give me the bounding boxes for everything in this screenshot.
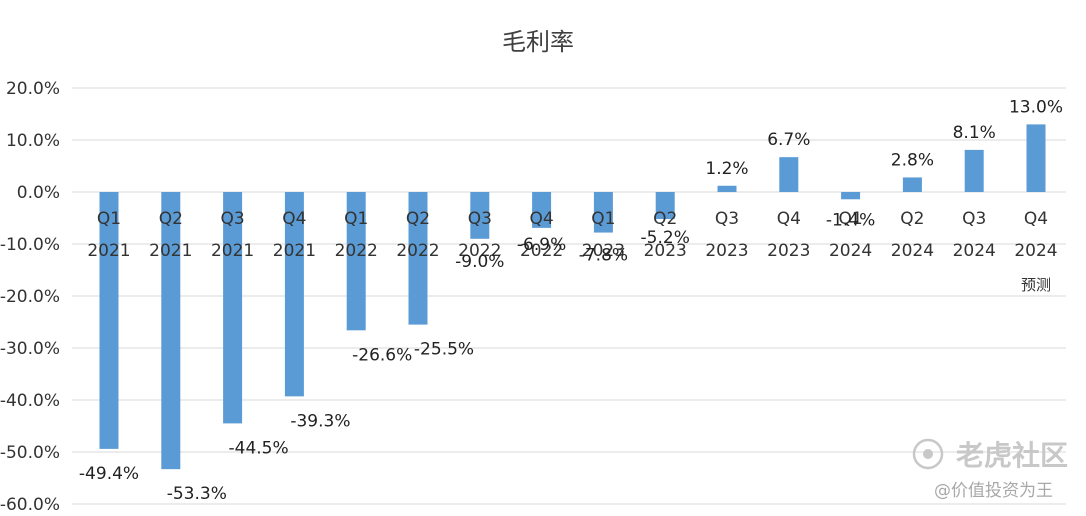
x-tick-label-year: 2024 [953,241,996,261]
y-axis: 20.0% 10.0% 0.0% -10.0% -20.0% -30.0% -40.0% -5… [0,79,60,515]
data-label: 13.0% [1009,97,1063,117]
bar [1026,124,1046,192]
data-label: -26.6% [352,345,412,365]
x-tick-label-quarter: Q1 [591,209,615,229]
bar [284,192,304,397]
x-tick-label-quarter: Q1 [97,209,121,229]
y-tick-label: 0.0% [17,183,60,203]
data-label: -49.4% [79,464,139,484]
bar [779,157,799,192]
watermark-handle: @价值投资为王 [934,481,1053,501]
x-tick-label-year: 2023 [582,241,625,261]
tiger-logo-icon [912,438,944,470]
x-tick-label-year: 2024 [891,241,934,261]
bar [346,192,366,331]
bar [470,192,490,239]
x-tick-label-quarter: Q4 [282,209,306,229]
bar [223,192,243,424]
bar [99,192,119,449]
bar [161,192,181,470]
x-tick-label-year: 2021 [149,241,192,261]
bar [655,192,675,220]
data-label: -5.2% [641,228,690,248]
data-label: -53.3% [167,484,227,504]
x-tick-label-quarter: Q1 [838,209,862,229]
x-tick-label-quarter: Q3 [468,209,492,229]
bar [841,192,861,200]
x-tick-label-year: 2023 [644,241,687,261]
x-tick-label-year: 2022 [520,241,563,261]
y-tick-label: -10.0% [0,235,60,255]
watermark-brand: 老虎社区 [956,439,1068,472]
x-tick-label-year: 2021 [87,241,130,261]
x-tick-label-year: 2023 [767,241,810,261]
data-label: -6.9% [517,235,566,255]
data-label: 2.8% [891,150,934,170]
data-label: -9.0% [455,252,504,272]
x-tick-label-quarter: Q1 [344,209,368,229]
x-axis: Q1 2021 Q2 2021 Q3 2021 Q4 2021 Q1 2022 Q2 2022 Q3 20… [87,209,1057,294]
x-tick-label-quarter: Q2 [653,209,677,229]
y-tick-label: -40.0% [0,391,60,411]
y-tick-label: -60.0% [0,495,60,515]
x-tick-label-quarter: Q2 [900,209,924,229]
watermark: 老虎社区 @价值投资为王 [912,438,1068,501]
x-tick-label-year: 2024 [829,241,872,261]
x-tick-label-quarter: Q4 [777,209,801,229]
x-tick-label-quarter: Q4 [1024,209,1048,229]
bar [964,149,984,192]
bar [902,177,922,192]
y-tick-label: 10.0% [6,131,60,151]
x-tick-label-quarter: Q3 [220,209,244,229]
x-tick-label-year: 2022 [458,241,501,261]
chart-title: 毛利率 [502,28,574,56]
x-tick-label-quarter: Q2 [406,209,430,229]
data-label: -7.8% [579,246,628,266]
data-label: 8.1% [953,123,996,143]
data-label: -44.5% [229,438,289,458]
data-label: 1.2% [705,159,748,179]
bar-series [99,124,1046,470]
x-tick-label-quarter: Q2 [159,209,183,229]
x-tick-label-year: 2021 [211,241,254,261]
x-tick-label-quarter: Q4 [529,209,553,229]
bar [408,192,428,325]
x-tick-label-year: 2021 [273,241,316,261]
y-tick-label: -50.0% [0,443,60,463]
x-tick-label-year: 2024 [1014,241,1057,261]
data-labels: -49.4% -53.3% -44.5%-39.3% -26.6% -25.5% -9.0… [79,97,1063,504]
data-label: -39.3% [290,411,350,431]
y-tick-label: -30.0% [0,339,60,359]
x-tick-label-quarter: Q3 [962,209,986,229]
bar [717,185,737,192]
x-tick-label-note: 预测 [1021,276,1051,294]
data-label: -25.5% [414,340,474,360]
bar [532,192,552,228]
x-tick-label-year: 2022 [396,241,439,261]
x-tick-label-quarter: Q3 [715,209,739,229]
y-tick-label: -20.0% [0,287,60,307]
x-tick-label-year: 2023 [705,241,748,261]
bar [593,192,613,233]
y-tick-label: 20.0% [6,79,60,99]
data-label: -1.4% [826,210,875,230]
x-tick-label-year: 2022 [335,241,378,261]
data-label: 6.7% [767,130,810,150]
